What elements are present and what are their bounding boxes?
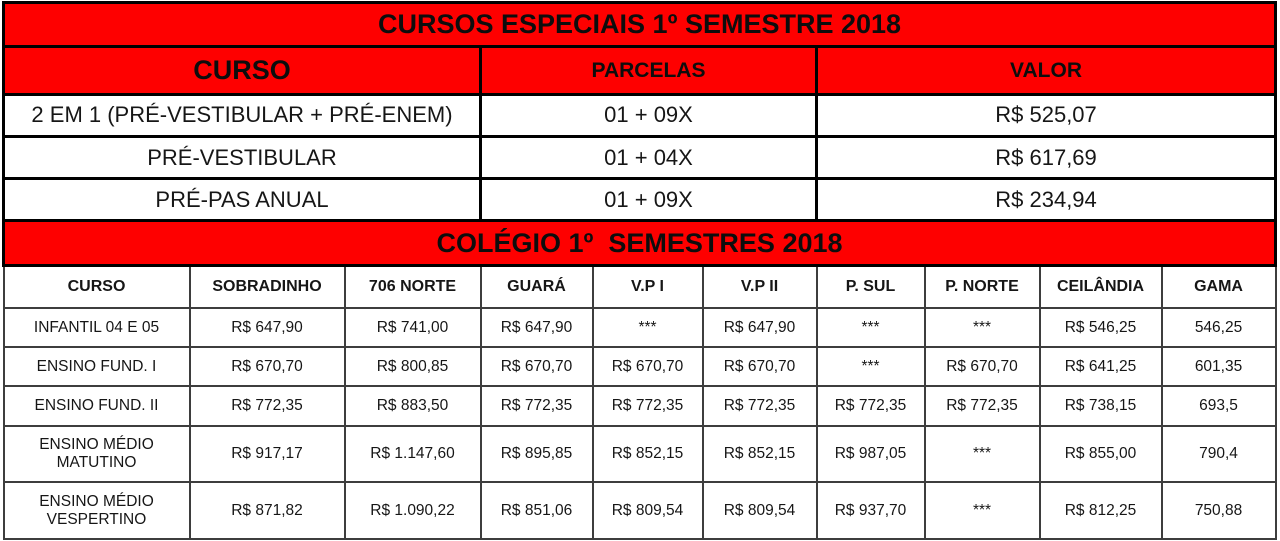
price-cell: R$ 812,25 xyxy=(1038,481,1163,540)
price-cell: R$ 741,00 xyxy=(343,307,482,349)
special-header-row: CURSO PARCELAS VALOR xyxy=(2,45,1278,96)
course-name-cell: ENSINO FUND. II xyxy=(2,385,191,427)
price-cell: R$ 851,06 xyxy=(479,481,594,540)
colegio-section: COLÉGIO 1º SEMESTRES 2018 xyxy=(1,219,1278,267)
parcelas-cell: 01 + 09X xyxy=(479,92,818,138)
special-title-band: CURSOS ESPECIAIS 1º SEMESTRE 2018 xyxy=(1,0,1278,49)
colegio-col-header-vp2: V.P II xyxy=(701,264,818,310)
price-cell: R$ 809,54 xyxy=(701,481,818,540)
price-cell: R$ 670,70 xyxy=(923,346,1041,388)
price-cell: *** xyxy=(923,307,1041,349)
price-cell: R$ 647,90 xyxy=(188,307,346,349)
price-cell: *** xyxy=(815,307,926,349)
price-cell: R$ 546,25 xyxy=(1038,307,1163,349)
colegio-header-row: CURSO SOBRADINHO 706 NORTE GUARÁ V.P I V… xyxy=(2,264,1277,310)
price-cell: R$ 917,17 xyxy=(188,424,346,484)
price-cell: R$ 670,70 xyxy=(188,346,346,388)
price-cell: R$ 937,70 xyxy=(815,481,926,540)
price-cell: R$ 1.090,22 xyxy=(343,481,482,540)
parcelas-cell: 01 + 04X xyxy=(479,134,818,181)
valor-cell: R$ 617,69 xyxy=(814,134,1278,181)
table-row: ENSINO FUND. I R$ 670,70 R$ 800,85 R$ 67… xyxy=(2,346,1277,388)
valor-cell: R$ 234,94 xyxy=(814,177,1278,223)
price-cell: R$ 670,70 xyxy=(701,346,818,388)
price-cell: R$ 883,50 xyxy=(343,385,482,427)
special-col-header-parcelas: PARCELAS xyxy=(479,45,818,96)
special-col-header-curso: CURSO xyxy=(2,45,482,96)
special-col-header-valor: VALOR xyxy=(814,45,1278,96)
colegio-col-header-p-norte: P. NORTE xyxy=(923,264,1041,310)
price-cell: 693,5 xyxy=(1160,385,1277,427)
colegio-col-header-p-sul: P. SUL xyxy=(815,264,926,310)
valor-cell: R$ 525,07 xyxy=(814,92,1278,138)
special-section: CURSOS ESPECIAIS 1º SEMESTRE 2018 xyxy=(1,0,1278,49)
price-cell: R$ 800,85 xyxy=(343,346,482,388)
price-cell: 790,4 xyxy=(1160,424,1277,484)
colegio-col-header-guara: GUARÁ xyxy=(479,264,594,310)
price-cell: 750,88 xyxy=(1160,481,1277,540)
price-cell: R$ 670,70 xyxy=(591,346,704,388)
price-cell: R$ 670,70 xyxy=(479,346,594,388)
price-cell: R$ 809,54 xyxy=(591,481,704,540)
colegio-col-header-gama: GAMA xyxy=(1160,264,1277,310)
price-cell: R$ 852,15 xyxy=(591,424,704,484)
colegio-col-header-706-norte: 706 NORTE xyxy=(343,264,482,310)
colegio-title-band: COLÉGIO 1º SEMESTRES 2018 xyxy=(1,219,1278,267)
price-cell: 546,25 xyxy=(1160,307,1277,349)
price-cell: R$ 895,85 xyxy=(479,424,594,484)
price-cell: R$ 772,35 xyxy=(815,385,926,427)
table-row: PRÉ-PAS ANUAL 01 + 09X R$ 234,94 xyxy=(2,177,1278,223)
price-cell: R$ 1.147,60 xyxy=(343,424,482,484)
price-cell: R$ 987,05 xyxy=(815,424,926,484)
price-cell: R$ 641,25 xyxy=(1038,346,1163,388)
colegio-col-header-sobradinho: SOBRADINHO xyxy=(188,264,346,310)
price-cell: R$ 772,35 xyxy=(188,385,346,427)
course-name-cell: INFANTIL 04 E 05 xyxy=(2,307,191,349)
course-name-cell: ENSINO MÉDIO VESPERTINO xyxy=(2,481,191,540)
table-row: 2 EM 1 (PRÉ-VESTIBULAR + PRÉ-ENEM) 01 + … xyxy=(2,92,1278,138)
price-cell: R$ 772,35 xyxy=(479,385,594,427)
price-cell: R$ 647,90 xyxy=(479,307,594,349)
price-cell: R$ 855,00 xyxy=(1038,424,1163,484)
course-name-cell: ENSINO MÉDIO MATUTINO xyxy=(2,424,191,484)
table-row: ENSINO MÉDIO VESPERTINO R$ 871,82 R$ 1.0… xyxy=(2,481,1277,540)
colegio-col-header-curso: CURSO xyxy=(2,264,191,310)
price-cell: R$ 738,15 xyxy=(1038,385,1163,427)
price-cell: R$ 772,35 xyxy=(591,385,704,427)
price-cell: 601,35 xyxy=(1160,346,1277,388)
table-row: ENSINO MÉDIO MATUTINO R$ 917,17 R$ 1.147… xyxy=(2,424,1277,484)
parcelas-cell: 01 + 09X xyxy=(479,177,818,223)
table-row: INFANTIL 04 E 05 R$ 647,90 R$ 741,00 R$ … xyxy=(2,307,1277,349)
table-row: ENSINO FUND. II R$ 772,35 R$ 883,50 R$ 7… xyxy=(2,385,1277,427)
course-name-cell: 2 EM 1 (PRÉ-VESTIBULAR + PRÉ-ENEM) xyxy=(2,92,482,138)
course-name-cell: PRÉ-PAS ANUAL xyxy=(2,177,482,223)
price-cell: *** xyxy=(815,346,926,388)
price-cell: *** xyxy=(923,424,1041,484)
price-cell: R$ 772,35 xyxy=(701,385,818,427)
price-cell: R$ 647,90 xyxy=(701,307,818,349)
price-cell: *** xyxy=(591,307,704,349)
colegio-col-header-vp1: V.P I xyxy=(591,264,704,310)
course-name-cell: ENSINO FUND. I xyxy=(2,346,191,388)
price-cell: R$ 772,35 xyxy=(923,385,1041,427)
table-row: PRÉ-VESTIBULAR 01 + 04X R$ 617,69 xyxy=(2,134,1278,181)
colegio-col-header-ceilandia: CEILÂNDIA xyxy=(1038,264,1163,310)
course-name-cell: PRÉ-VESTIBULAR xyxy=(2,134,482,181)
price-cell: *** xyxy=(923,481,1041,540)
price-cell: R$ 871,82 xyxy=(188,481,346,540)
price-cell: R$ 852,15 xyxy=(701,424,818,484)
